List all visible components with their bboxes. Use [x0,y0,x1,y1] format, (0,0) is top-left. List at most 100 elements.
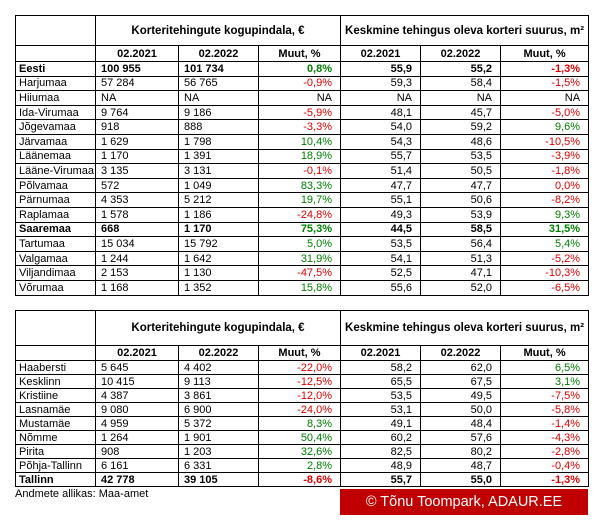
row-label: Võrumaa [15,279,96,296]
corner-cell [15,345,96,361]
cell: 47,7 [340,177,422,194]
data-row: Pirita 908 1 203 32,6% 82,5 80,2 -2,8% [15,444,590,459]
cell: 47,1 [420,265,502,281]
cell: 1 642 [178,250,259,267]
cell: 4 387 [95,388,179,403]
row-label: Läänemaa [15,148,96,165]
cell: 55,1 [340,192,422,208]
cell: 48,7 [420,458,502,473]
column-header: Muut, % [500,45,590,62]
data-row: Viljandimaa 2 153 1 130 -47,5% 52,5 47,1 -10,3… [15,265,590,281]
row-label: Ida-Virumaa [15,104,96,121]
cell: 8,3% [257,416,342,431]
cell: 49,1 [340,416,422,431]
cell: 51,4 [340,163,422,179]
cell: 53,5 [340,388,422,403]
cell: 888 [178,119,259,135]
cell: 55,0 [420,472,502,487]
group-header: Korteritehingute kogupindala, € [94,310,342,346]
row-label: Kristiine [15,388,96,403]
data-row: Võrumaa 1 168 1 352 15,8% 55,6 52,0 -6,5% [15,279,590,296]
column-header: 02.2022 [178,45,259,62]
column-header: 02.2021 [95,345,179,361]
data-row: Haabersti 5 645 4 402 -22,0% 58,2 62,0 6,5% [15,360,590,375]
cell: 48,6 [420,133,502,150]
row-label: Hiiumaa [15,90,96,106]
column-header: 02.2021 [95,45,179,62]
cell: 1 244 [95,250,179,267]
data-row: Harjumaa 57 284 56 765 -0,9% 59,3 58,4 -1,5% [15,75,590,92]
cell: -5,9% [257,104,342,121]
row-label: Lääne-Virumaa [15,163,96,179]
cell: 1 901 [178,430,259,445]
cell: 58,4 [420,75,502,92]
region-table: Korteritehingute kogupindala, € Keskmine … [15,15,590,296]
cell: 60,2 [340,430,422,445]
group-header: Korteritehingute kogupindala, € [94,15,342,46]
data-row: Ida-Virumaa 9 764 9 186 -5,9% 48,1 45,7 -5,0% [15,104,590,121]
cell: 51,3 [420,250,502,267]
cell: 80,2 [420,444,502,459]
cell: 0,0% [500,177,590,194]
cell: 5 212 [178,192,259,208]
cell: 65,5 [340,374,422,389]
cell: -1,3% [500,472,590,487]
cell: 52,0 [420,279,502,296]
corner-cell [15,15,96,46]
cell: -3,9% [500,148,590,165]
data-row: Eesti 100 955 101 734 0,8% 55,9 55,2 -1,3% [15,61,590,77]
row-label: Pärnumaa [15,192,96,208]
corner-cell [15,45,96,62]
cell: 5 372 [178,416,259,431]
cell: 31,5% [500,221,590,238]
cell: -8,2% [500,192,590,208]
cell: 1 203 [178,444,259,459]
cell: 53,5 [340,236,422,252]
data-row: Jõgevamaa 918 888 -3,3% 54,0 59,2 9,6% [15,119,590,135]
cell: 1 798 [178,133,259,150]
cell: -1,8% [500,163,590,179]
cell: NA [340,90,422,106]
row-label: Harjumaa [15,75,96,92]
data-row: Läänemaa 1 170 1 391 18,9% 55,7 53,5 -3,9% [15,148,590,165]
cell: 3 131 [178,163,259,179]
cell: 56 765 [178,75,259,92]
cell: 44,5 [340,221,422,238]
data-row: Lasnamäe 9 080 6 900 -24,0% 53,1 50,0 -5,8% [15,402,590,417]
row-label: Põlvamaa [15,177,96,194]
cell: -8,6% [257,472,342,487]
cell: 54,0 [340,119,422,135]
cell: -0,1% [257,163,342,179]
cell: 52,5 [340,265,422,281]
cell: 1 170 [95,148,179,165]
data-row: Põhja-Tallinn 6 161 6 331 2,8% 48,9 48,7 -0,4% [15,458,590,473]
cell: 10,4% [257,133,342,150]
cell: 9 186 [178,104,259,121]
row-label: Saaremaa [15,221,96,238]
cell: 58,2 [340,360,422,375]
row-label: Järvamaa [15,133,96,150]
cell: 19,7% [257,192,342,208]
tallinn-table: Korteritehingute kogupindala, € Keskmine … [15,310,590,487]
cell: -3,3% [257,119,342,135]
cell: -0,4% [500,458,590,473]
header-row: Korteritehingute kogupindala, € Keskmine … [15,310,590,346]
header-row: Korteritehingute kogupindala, € Keskmine … [15,15,590,46]
cell: 9 080 [95,402,179,417]
cell: 57,6 [420,430,502,445]
subheader-row: 02.2021 02.2022 Muut, % 02.2021 02.2022 Muut,… [15,345,590,361]
cell: 18,9% [257,148,342,165]
data-row: Järvamaa 1 629 1 798 10,4% 54,3 48,6 -10,5% [15,133,590,150]
cell: NA [257,90,342,106]
cell: 1 578 [95,206,179,223]
cell: -6,5% [500,279,590,296]
cell: NA [95,90,179,106]
cell: 15,8% [257,279,342,296]
group-header: Keskmine tehingus oleva korteri suurus, … [340,310,590,346]
column-header: 02.2022 [420,45,502,62]
cell: 57 284 [95,75,179,92]
cell: -24,0% [257,402,342,417]
cell: 50,4% [257,430,342,445]
cell: 10 415 [95,374,179,389]
